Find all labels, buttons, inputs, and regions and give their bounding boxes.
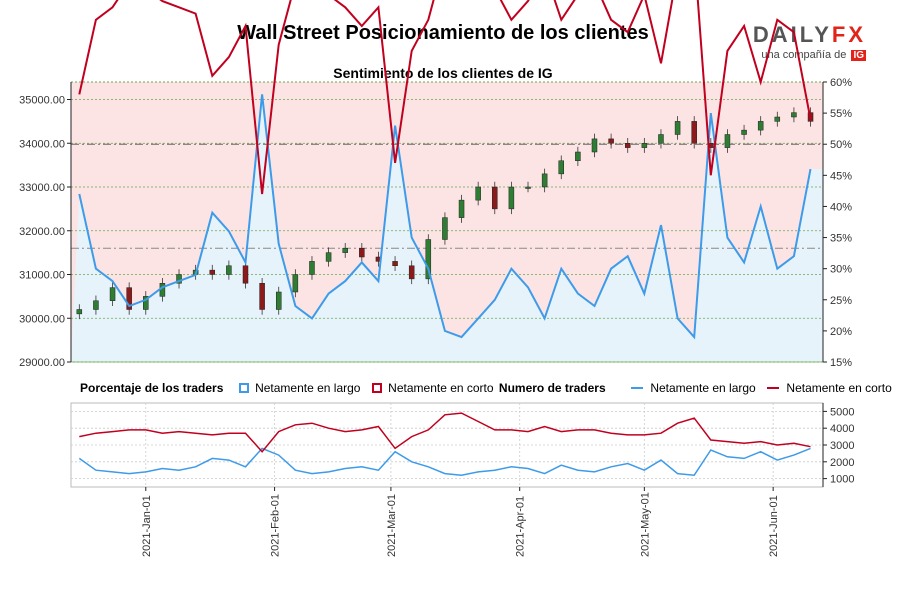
x-tick-label: 2021-Jun-01 [768, 495, 780, 557]
y-right-tick-label: 30% [830, 264, 852, 276]
candle-body [126, 287, 132, 310]
candle-body [309, 261, 315, 275]
candle-body [757, 121, 764, 131]
candle-body [641, 143, 648, 148]
legend-num-long-swatch [630, 386, 643, 389]
y-right-tick-label: 20% [830, 326, 852, 338]
candle-body [674, 121, 681, 135]
logo-tagline: una compañía de IG [753, 49, 866, 61]
candle-body [359, 248, 365, 258]
candle-body [558, 160, 565, 175]
candle-body [342, 248, 348, 253]
candle-body [541, 173, 548, 188]
candle-body [275, 291, 282, 310]
traders-y-tick-label: 4000 [830, 423, 854, 435]
legend-pct-long-swatch [238, 382, 249, 393]
candle-body [209, 269, 216, 275]
candle-body [425, 239, 432, 280]
y-left-tick-label: 29000.00 [19, 357, 65, 369]
chart-title: Wall Street Posicionamiento de los clien… [237, 22, 649, 44]
legend-pct-short: Netamente en corto [388, 380, 494, 395]
candle-body [259, 283, 265, 310]
candle-body [143, 296, 149, 310]
legend-num-long: Netamente en largo [650, 380, 756, 395]
candle-body [608, 138, 614, 144]
x-tick-label: 2021-Apr-01 [515, 496, 527, 557]
dailyfx-logo: DAILYFX una compañía de IG [753, 24, 866, 61]
candle-body [724, 134, 731, 148]
pct-long-line [78, 94, 812, 340]
candle-body [691, 121, 697, 144]
y-right-tick-label: 55% [830, 108, 852, 120]
legend-num-heading: Numero de traders [498, 380, 606, 395]
candle-body [76, 309, 83, 315]
legend-pct-heading: Porcentaje de los traders [80, 380, 224, 395]
legend-num-short-swatch [767, 386, 780, 389]
logo-word-accent: FX [831, 22, 866, 47]
logo-tagline-text: una compañía de [761, 49, 847, 61]
candle-body [575, 151, 581, 161]
candle-body [791, 112, 797, 118]
candle-body [492, 186, 498, 210]
y-right-tick-label: 40% [830, 201, 852, 213]
legend: Porcentaje de los traders Netamente en l… [80, 380, 894, 395]
ig-badge: IG [851, 50, 866, 61]
traders-y-tick-label: 2000 [830, 457, 854, 469]
y-right-tick-label: 60% [830, 77, 852, 89]
y-left-tick-label: 31000.00 [19, 270, 65, 282]
y-right-tick-label: 50% [830, 139, 852, 151]
chart-subtitle: Sentimiento de los clientes de IG [333, 65, 553, 81]
candle-body [508, 186, 515, 210]
candle-body [475, 186, 481, 201]
candle-body [392, 261, 398, 266]
candle-body [525, 186, 531, 189]
candle-body [109, 287, 116, 301]
traders-short-line [79, 412, 811, 453]
y-left-tick-label: 35000.00 [19, 95, 65, 107]
candle-body [442, 217, 448, 240]
candle-body [658, 134, 664, 144]
x-tick-label: 2021-Feb-01 [270, 494, 282, 557]
y-left-tick-label: 33000.00 [19, 182, 65, 194]
candle-body [408, 265, 415, 280]
candle-body [325, 252, 332, 262]
y-left-tick-label: 30000.00 [19, 313, 65, 325]
logo-wordmark: DAILYFX [753, 24, 866, 46]
x-tick-label: 2021-Jan-01 [141, 495, 153, 557]
pct-short-line [78, 0, 812, 195]
candle-body [624, 143, 631, 148]
candle-body [242, 265, 249, 284]
y-right-tick-label: 35% [830, 233, 852, 245]
candle-body [458, 199, 465, 218]
traders-y-tick-label: 3000 [830, 440, 854, 452]
traders-y-tick-label: 1000 [830, 474, 854, 486]
candle-body [226, 265, 232, 275]
candle-body [93, 300, 99, 310]
x-tick-label: 2021-Mar-01 [386, 494, 398, 557]
candle-body [176, 274, 182, 284]
candle-body [774, 116, 781, 122]
legend-pct-short-swatch [371, 382, 382, 393]
traders-long-line [78, 447, 811, 476]
y-right-tick-label: 25% [830, 295, 852, 307]
candle-body [741, 129, 747, 135]
candle-body [591, 138, 598, 153]
y-left-tick-label: 32000.00 [19, 226, 65, 238]
y-right-tick-label: 15% [830, 357, 852, 369]
legend-num-short: Netamente en corto [786, 380, 892, 395]
legend-pct-long: Netamente en largo [255, 380, 361, 395]
x-tick-label: 2021-May-01 [639, 492, 651, 557]
y-left-tick-label: 34000.00 [19, 138, 65, 150]
candle-body [292, 274, 299, 293]
traders-y-tick-label: 5000 [830, 406, 854, 418]
y-right-tick-label: 45% [830, 170, 852, 182]
